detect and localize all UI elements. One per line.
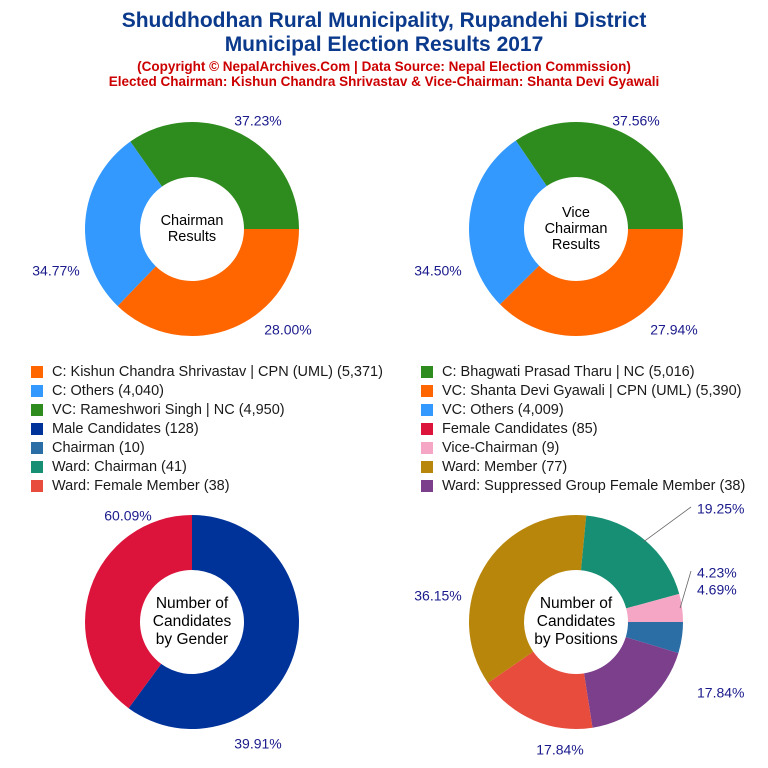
- center-label-positions-0: Number of: [540, 595, 613, 612]
- legend-label: C: Kishun Chandra Shrivastav | CPN (UML)…: [52, 364, 383, 380]
- legend-swatch: [31, 480, 43, 492]
- slice-gender-1: [85, 515, 192, 709]
- legend-swatch: [31, 423, 43, 435]
- percent-label-gender-0: 60.09%: [104, 508, 151, 524]
- slice-positions-2: [487, 651, 593, 729]
- legend-item-9: Vice-Chairman (9): [421, 439, 559, 457]
- percent-label-chairman-0: 37.23%: [234, 113, 281, 129]
- chart-title-line2: Municipal Election Results 2017: [224, 33, 544, 56]
- legend-label: Chairman (10): [52, 440, 145, 456]
- legend-item-3: VC: Shanta Devi Gyawali | CPN (UML) (5,3…: [421, 382, 742, 400]
- legend-label: Ward: Chairman (41): [52, 459, 187, 475]
- legend-label: Ward: Female Member (38): [52, 478, 230, 494]
- legend-item-4: VC: Rameshwori Singh | NC (4,950): [31, 401, 285, 419]
- chart-subtitle-elected: Elected Chairman: Kishun Chandra Shrivas…: [108, 74, 660, 89]
- legend-swatch: [421, 423, 433, 435]
- percent-label-positions-0: 4.69%: [697, 582, 737, 598]
- center-label-chairman-1: Results: [168, 229, 216, 245]
- percent-label-positions-2: 17.84%: [536, 742, 583, 758]
- legend-item-5: VC: Others (4,009): [421, 401, 564, 419]
- percent-label-positions-3: 36.15%: [414, 588, 461, 604]
- slice-positions-5: [626, 593, 683, 622]
- legend-item-0: C: Kishun Chandra Shrivastav | CPN (UML)…: [31, 363, 383, 381]
- slice-vice-chairman-1: [469, 140, 547, 305]
- legend-swatch: [31, 404, 43, 416]
- legend-label: Male Candidates (128): [52, 421, 199, 437]
- percent-label-vice-chairman-0: 37.56%: [612, 113, 659, 129]
- legend-item-8: Chairman (10): [31, 439, 145, 457]
- legend-item-10: Ward: Chairman (41): [31, 458, 187, 476]
- slice-chairman-0: [117, 229, 300, 336]
- legend-item-6: Male Candidates (128): [31, 420, 199, 438]
- slice-positions-0: [625, 622, 683, 654]
- percent-label-positions-1: 17.84%: [697, 685, 744, 701]
- donut-chart-positions: 4.69% 17.84% 17.84% 36.15% 19.25% 4.23% Number…: [414, 501, 744, 758]
- legend-swatch: [421, 442, 433, 454]
- legend-swatch: [31, 385, 43, 397]
- percent-label-chairman-2: 34.77%: [32, 263, 79, 279]
- percent-label-chairman-1: 28.00%: [264, 322, 311, 338]
- center-label-vice-chairman-1: Chairman: [545, 221, 608, 237]
- legend-label: VC: Rameshwori Singh | NC (4,950): [52, 402, 285, 418]
- legend-swatch: [31, 366, 43, 378]
- center-label-gender-1: Candidates: [153, 613, 232, 630]
- legend-item-7: Female Candidates (85): [421, 420, 598, 438]
- slice-chairman-2: [130, 122, 299, 229]
- center-label-gender-0: Number of: [156, 595, 229, 612]
- legend-label: Female Candidates (85): [442, 421, 598, 437]
- percent-label-vice-chairman-2: 34.50%: [414, 263, 461, 279]
- leader-line-positions-5: [679, 570, 692, 609]
- legend-item-13: Ward: Suppressed Group Female Member (38…: [421, 477, 745, 495]
- center-label-vice-chairman-2: Results: [552, 237, 600, 253]
- legend-swatch: [421, 461, 433, 473]
- center-label-gender-2: by Gender: [156, 631, 228, 648]
- percent-label-gender-1: 39.91%: [234, 736, 281, 752]
- center-label-chairman-0: Chairman: [161, 213, 224, 229]
- percent-label-positions-5: 4.23%: [697, 565, 737, 581]
- center-label-positions-2: by Positions: [534, 631, 618, 648]
- legend-label: C: Bhagwati Prasad Tharu | NC (5,016): [442, 364, 695, 380]
- slice-positions-3: [469, 515, 587, 683]
- chart-title-line1: Shuddhodhan Rural Municipality, Rupandeh…: [121, 9, 647, 32]
- legend-label: Vice-Chairman (9): [442, 440, 560, 456]
- leader-line-positions-4: [643, 506, 692, 543]
- legend-label: Ward: Member (77): [442, 459, 568, 475]
- legend-item-2: C: Others (4,040): [31, 382, 164, 400]
- legend-item-11: Ward: Member (77): [421, 458, 567, 476]
- slice-positions-1: [584, 637, 679, 728]
- slice-vice-chairman-2: [515, 122, 683, 229]
- legend-swatch: [421, 480, 433, 492]
- chart-subtitle-copyright: (Copyright © NepalArchives.Com | Data So…: [137, 59, 631, 74]
- slice-positions-4: [580, 515, 680, 609]
- legend-label: VC: Others (4,009): [442, 402, 564, 418]
- slice-chairman-1: [85, 141, 163, 306]
- legend-label: C: Others (4,040): [52, 383, 165, 399]
- legend-swatch: [31, 442, 43, 454]
- legend-item-1: C: Bhagwati Prasad Tharu | NC (5,016): [421, 363, 695, 381]
- legend-swatch: [421, 404, 433, 416]
- legend-item-12: Ward: Female Member (38): [31, 477, 230, 495]
- percent-label-positions-4: 19.25%: [697, 501, 744, 517]
- legend-swatch: [421, 385, 433, 397]
- slice-gender-0: [128, 515, 300, 729]
- percent-label-vice-chairman-1: 27.94%: [650, 322, 697, 338]
- slice-vice-chairman-0: [500, 229, 683, 336]
- legend-label: VC: Shanta Devi Gyawali | CPN (UML) (5,3…: [442, 383, 742, 399]
- legend-swatch: [421, 366, 433, 378]
- legend-label: Ward: Suppressed Group Female Member (38…: [442, 478, 746, 494]
- legend-swatch: [31, 461, 43, 473]
- center-label-vice-chairman-0: Vice: [562, 205, 590, 221]
- center-label-positions-1: Candidates: [537, 613, 616, 630]
